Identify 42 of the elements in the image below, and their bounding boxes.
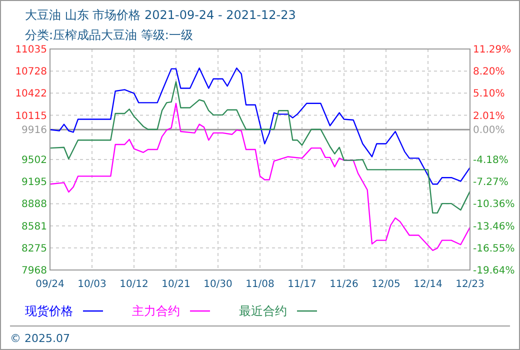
y2-tick-label: -19.64% <box>473 266 515 276</box>
x-tick-label: 10/30 <box>204 279 232 290</box>
x-tick-label: 11/26 <box>330 279 358 290</box>
y2-tick-label: 0.00% <box>473 125 505 136</box>
x-tick-label: 10/12 <box>120 279 148 290</box>
x-tick-label: 10/21 <box>162 279 190 290</box>
chart-subtitle: 分类:压榨成品大豆油 等级:一级 <box>25 28 193 42</box>
y-tick-label: 10422 <box>15 88 47 100</box>
y-tick-label: 8888 <box>22 199 47 210</box>
y2-tick-label: 11.29% <box>473 44 512 56</box>
y-tick-label: 9916 <box>22 125 47 136</box>
y-tick-label: 9502 <box>22 154 47 166</box>
legend-label: 最近合约 <box>239 304 287 318</box>
y2-tick-label: 5.10% <box>473 88 505 100</box>
text: © 2025.07 <box>10 332 70 345</box>
line-series <box>49 81 471 214</box>
x-tick-label: 12/05 <box>372 279 400 290</box>
y2-tick-label: -4.18% <box>473 155 508 166</box>
chart-title: 大豆油 山东 市场价格 2021-09-24 - 2021-12-23 <box>25 8 296 22</box>
x-tick-label: 10/03 <box>78 279 106 290</box>
x-tick-label: 12/23 <box>456 279 484 290</box>
legend-label: 主力合约 <box>132 304 180 318</box>
x-tick-label: 11/17 <box>288 279 316 290</box>
y2-tick-label: 2.01% <box>473 110 505 122</box>
y-tick-label: 11035 <box>15 44 47 56</box>
y2-tick-label: -10.36% <box>473 199 515 210</box>
y-tick-label: 8581 <box>22 221 47 232</box>
y-tick-label: 8275 <box>22 243 47 254</box>
line-series <box>49 102 471 251</box>
x-tick-label: 09/24 <box>36 279 64 290</box>
line-series <box>49 67 471 185</box>
y-tick-label: 10728 <box>15 66 47 78</box>
x-tick-label: 11/08 <box>246 279 274 290</box>
y2-tick-label: -13.46% <box>473 221 515 232</box>
y2-tick-label: 8.20% <box>473 66 505 78</box>
y-tick-label: 10115 <box>15 110 47 122</box>
x-tick-label: 12/14 <box>414 279 442 290</box>
y-tick-label: 7968 <box>22 266 47 276</box>
y2-tick-label: -7.27% <box>473 177 508 188</box>
y-tick-label: 9195 <box>22 177 47 188</box>
y2-tick-label: -16.55% <box>473 243 515 254</box>
legend-label: 现货价格 <box>25 304 73 318</box>
